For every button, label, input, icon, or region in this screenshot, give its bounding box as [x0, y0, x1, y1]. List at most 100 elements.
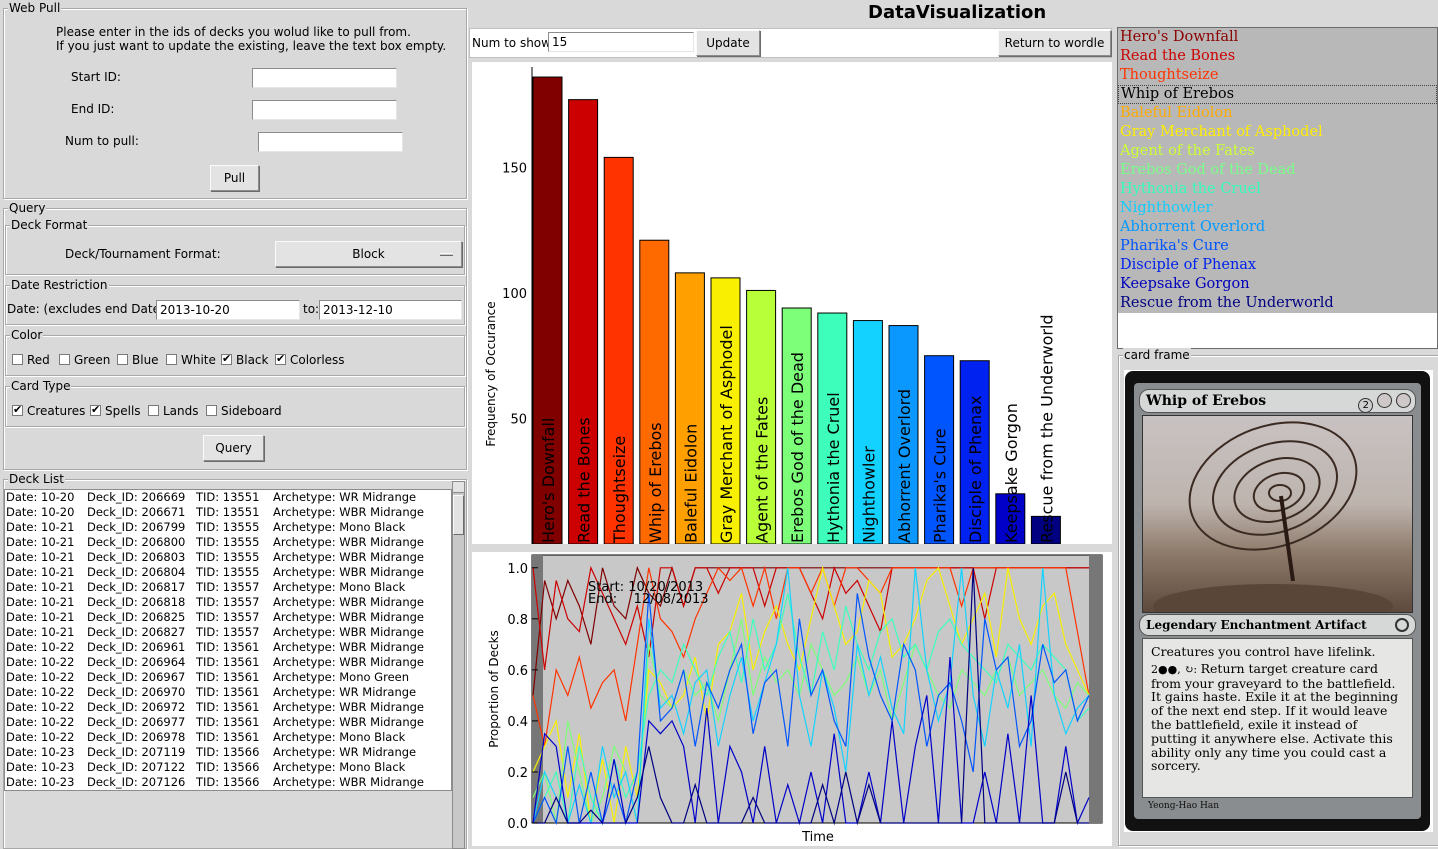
deck-row-tid: TID: 13566 [196, 760, 260, 774]
deck-row-date: Date: 10-21 [6, 580, 75, 594]
deck-format-dropdown[interactable]: Block [275, 241, 462, 267]
card-list-item[interactable]: Gray Merchant of Asphodel [1118, 123, 1437, 142]
num-to-pull-field[interactable] [258, 132, 403, 152]
deck-row-deck: Deck_ID: 206961 [87, 640, 186, 654]
deck-row-arch: Archetype: WBR Midrange [273, 610, 425, 624]
card-list[interactable]: Hero's Downfall Read the Bones Thoughtseiz… [1117, 27, 1438, 349]
creatures-checkbox[interactable]: Creatures [12, 403, 85, 418]
card-list-item[interactable]: Hythonia the Cruel [1118, 180, 1437, 199]
start-id-field[interactable] [252, 68, 397, 88]
bar-y-tick-label: 100 [502, 287, 527, 302]
deck-list-row[interactable]: Date: 10-21 Deck_ID: 206800 TID: 13555 Arch… [5, 535, 451, 550]
color-red-checkbox[interactable]: Red [12, 353, 50, 367]
deck-list-row[interactable]: Date: 10-20 Deck_ID: 206671 TID: 13551 Arch… [5, 505, 451, 520]
time-range-start-annotation: Start: 10/20/2013 [588, 580, 703, 595]
card-list-item[interactable]: Abhorrent Overlord [1118, 218, 1437, 237]
card-list-item[interactable]: Pharika's Cure [1118, 237, 1437, 256]
scrollbar-thumb[interactable] [453, 495, 464, 535]
pull-button[interactable]: Pull [210, 165, 259, 191]
deck-row-date: Date: 10-23 [6, 745, 75, 759]
bar [603, 156, 634, 544]
card-list-item[interactable]: Read the Bones [1118, 47, 1437, 66]
sideboard-checkbox[interactable]: Sideboard [206, 404, 282, 418]
deck-list-row[interactable]: Date: 10-22 Deck_ID: 206972 TID: 13561 Arch… [5, 700, 451, 715]
start-date-field[interactable]: 2013-10-20 [156, 300, 300, 320]
deck-row-deck: Deck_ID: 206803 [87, 550, 186, 564]
card-list-item[interactable]: Nighthowler [1118, 199, 1437, 218]
deck-list-row[interactable]: Date: 10-21 Deck_ID: 206827 TID: 13557 Arch… [5, 625, 451, 640]
bar [568, 99, 599, 544]
card-type-line: Legendary Enchantment Artifact [1146, 618, 1367, 632]
deck-list-row[interactable]: Date: 10-22 Deck_ID: 206977 TID: 13561 Arch… [5, 715, 451, 730]
color-white-checkbox[interactable]: White [166, 353, 216, 367]
deck-list-row[interactable]: Date: 10-23 Deck_ID: 207119 TID: 13566 Arch… [5, 745, 451, 760]
deck-list-row[interactable]: Date: 10-21 Deck_ID: 206803 TID: 13555 Arch… [5, 550, 451, 565]
deck-list-row[interactable]: Date: 10-22 Deck_ID: 206961 TID: 13561 Arch… [5, 640, 451, 655]
card-frame-group: card frame Whip of Erebos 2 [1118, 348, 1438, 846]
return-to-wordle-button[interactable]: Return to wordle [998, 30, 1111, 56]
deck-row-deck: Deck_ID: 206804 [87, 565, 186, 579]
deck-row-tid: TID: 13557 [196, 625, 260, 639]
card-frame-title: card frame [1123, 348, 1191, 362]
deck-row-tid: TID: 13557 [196, 610, 260, 624]
card-list-item[interactable]: Disciple of Phenax [1118, 256, 1437, 275]
deck-row-arch: Archetype: WBR Midrange [273, 655, 425, 669]
deck-format-title: Deck Format [10, 218, 89, 232]
deck-list-row[interactable]: Date: 10-22 Deck_ID: 206970 TID: 13561 Arch… [5, 685, 451, 700]
deck-list-row[interactable]: Date: 10-21 Deck_ID: 206825 TID: 13557 Arch… [5, 610, 451, 625]
num-to-show-field[interactable]: 15 [548, 32, 694, 52]
spells-checkbox[interactable]: Spells [90, 403, 141, 418]
deck-row-tid: TID: 13555 [196, 565, 260, 579]
color-green-checkbox[interactable]: Green [59, 353, 110, 367]
scroll-up-icon[interactable] [453, 482, 464, 493]
update-button[interactable]: Update [696, 30, 760, 56]
deck-row-arch: Archetype: WR Midrange [273, 490, 417, 504]
deck-list-row[interactable]: Date: 10-23 Deck_ID: 207122 TID: 13566 Arch… [5, 760, 451, 775]
lands-checkbox[interactable]: Lands [148, 404, 199, 418]
color-blue-checkbox[interactable]: Blue [117, 353, 159, 367]
card-list-item[interactable]: Erebos God of the Dead [1118, 161, 1437, 180]
deck-list-row[interactable]: Date: 10-22 Deck_ID: 206964 TID: 13561 Arch… [5, 655, 451, 670]
card-name: Whip of Erebos [1146, 393, 1267, 409]
deck-row-date: Date: 10-21 [6, 610, 75, 624]
color-colorless-checkbox[interactable]: Colorless [275, 352, 345, 367]
page-title: DataVisualization [868, 2, 1047, 23]
deck-row-deck: Deck_ID: 206825 [87, 610, 186, 624]
card-list-item[interactable]: Rescue from the Underworld [1118, 294, 1437, 313]
line-y-tick-label: 0.0 [507, 817, 528, 832]
card-list-item[interactable]: Hero's Downfall [1118, 28, 1437, 47]
sideboard-check-icon [206, 405, 217, 416]
color-black-checkbox[interactable]: Black [221, 352, 268, 367]
deck-list-row[interactable]: Date: 10-22 Deck_ID: 206978 TID: 13561 Arch… [5, 730, 451, 745]
bar-y-tick-label: 150 [502, 161, 527, 176]
deck-row-arch: Archetype: WBR Midrange [273, 700, 425, 714]
range-start-handle [532, 555, 543, 823]
deck-list-row[interactable]: Date: 10-21 Deck_ID: 206804 TID: 13555 Arch… [5, 565, 451, 580]
deck-list-row[interactable]: Date: 10-23 Deck_ID: 207126 TID: 13566 Arch… [5, 775, 451, 790]
card-list-item[interactable]: Whip of Erebos [1118, 85, 1437, 104]
to-label: to: [303, 302, 320, 316]
deck-list-row[interactable]: Date: 10-21 Deck_ID: 206817 TID: 13557 Arch… [5, 580, 451, 595]
card-list-item[interactable]: Agent of the Fates [1118, 142, 1437, 161]
deck-list[interactable]: Date: 10-20 Deck_ID: 206669 TID: 13551 Arch… [4, 489, 452, 791]
end-date-field[interactable]: 2013-12-10 [319, 300, 462, 320]
bar [781, 307, 812, 544]
spells-check-icon [90, 403, 101, 416]
card-list-item[interactable]: Keepsake Gorgon [1118, 275, 1437, 294]
deck-list-row[interactable]: Date: 10-20 Deck_ID: 206669 TID: 13551 Arch… [5, 490, 451, 505]
deck-row-tid: TID: 13555 [196, 535, 260, 549]
card-type-title: Card Type [10, 379, 72, 393]
deck-list-row[interactable]: Date: 10-22 Deck_ID: 206967 TID: 13561 Arch… [5, 670, 451, 685]
deck-list-row[interactable]: Date: 10-21 Deck_ID: 206799 TID: 13555 Arch… [5, 520, 451, 535]
query-button[interactable]: Query [203, 435, 264, 461]
bar [1030, 515, 1061, 544]
card-list-item[interactable]: Thoughtseize [1118, 66, 1437, 85]
deck-list-row[interactable]: Date: 10-21 Deck_ID: 206818 TID: 13557 Arch… [5, 595, 451, 610]
deck-row-deck: Deck_ID: 206977 [87, 715, 186, 729]
deck-list-title: Deck List [8, 472, 65, 486]
end-id-field[interactable] [252, 100, 397, 120]
deck-list-scrollbar[interactable] [452, 481, 465, 849]
deck-row-deck: Deck_ID: 207122 [87, 760, 186, 774]
card-list-item[interactable]: Baleful Eidolon [1118, 104, 1437, 123]
deck-row-date: Date: 10-22 [6, 670, 75, 684]
